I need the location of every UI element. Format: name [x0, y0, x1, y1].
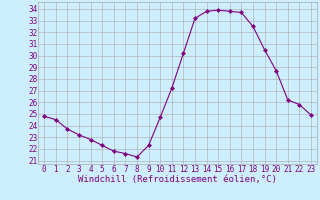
- X-axis label: Windchill (Refroidissement éolien,°C): Windchill (Refroidissement éolien,°C): [78, 175, 277, 184]
